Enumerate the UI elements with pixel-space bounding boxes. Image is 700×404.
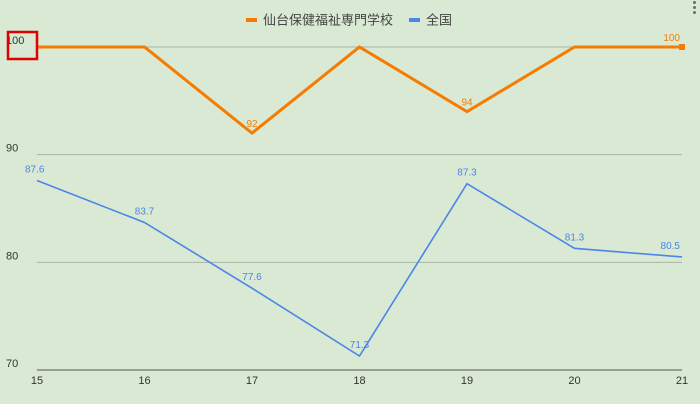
y-tick-label: 80 [6,250,18,262]
data-label: 87.3 [457,168,477,179]
x-tick-label: 19 [461,375,473,387]
data-label: 81.3 [565,232,585,243]
y-axis: 70 80 90 100 [6,35,24,370]
series-line-1 [37,45,682,136]
y-tick-label: 90 [6,143,18,155]
x-axis: 15 16 17 18 19 20 21 [31,375,688,387]
legend-label-1: 仙台保健福祉専門学校 [263,13,393,28]
x-tick-label: 15 [31,375,43,387]
legend-swatch-2 [409,18,420,22]
data-label: 100 [663,33,680,44]
data-label: 80.5 [661,241,681,252]
series-line-2 [36,179,683,358]
gridlines [37,46,682,371]
more-vertical-icon[interactable] [693,1,697,16]
data-label: 87.6 [25,165,45,176]
data-label: 92 [246,119,258,130]
x-tick-label: 16 [138,375,150,387]
data-label: 71.3 [350,340,370,351]
x-tick-label: 20 [568,375,580,387]
data-point [679,44,685,50]
legend-label-2: 全国 [426,13,452,28]
data-label: 77.6 [242,272,262,283]
legend: 仙台保健福祉専門学校 全国 [246,13,452,28]
y-tick-label: 100 [6,35,24,47]
data-label: 83.7 [135,206,155,217]
x-tick-label: 18 [353,375,365,387]
data-labels: 92 94 100 87.6 83.7 77.6 71.3 87.3 81.3 80.5 [25,33,680,351]
legend-swatch-1 [246,18,257,22]
highlight-box [6,30,39,61]
data-label: 94 [461,98,473,109]
x-tick-label: 21 [676,375,688,387]
highlight-group [6,30,39,61]
x-tick-label: 17 [246,375,258,387]
series-group [36,44,685,358]
y-tick-label: 70 [6,358,18,370]
